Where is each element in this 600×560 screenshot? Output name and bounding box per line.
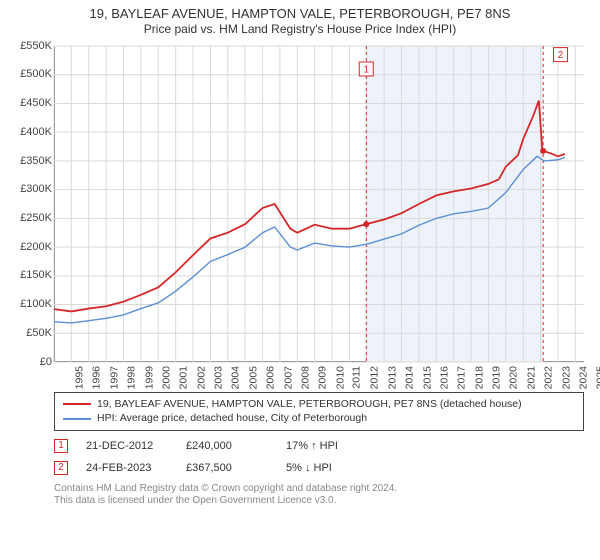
marker-price: £367,500	[186, 462, 286, 474]
y-tick-label: £50K	[26, 327, 52, 339]
x-tick-label: 2019	[490, 366, 502, 389]
y-tick-label: £200K	[20, 241, 52, 253]
marker-price: £240,000	[186, 440, 286, 452]
marker-date: 21-DEC-2012	[86, 440, 186, 452]
y-tick-label: £400K	[20, 126, 52, 138]
x-tick-label: 2003	[212, 366, 224, 389]
marker-table: 1 21-DEC-2012 £240,000 17% ↑ HPI 2 24-FE…	[54, 435, 592, 479]
chart-area: 12 £0£50K£100K£150K£200K£250K£300K£350K£…	[8, 40, 592, 390]
footer-line: This data is licensed under the Open Gov…	[54, 495, 592, 508]
x-tick-label: 1998	[125, 366, 137, 389]
x-tick-label: 2022	[543, 366, 555, 389]
x-tick-label: 2017	[456, 366, 468, 389]
footer-line: Contains HM Land Registry data © Crown c…	[54, 483, 592, 496]
x-tick-label: 2018	[473, 366, 485, 389]
x-tick-label: 2001	[178, 366, 190, 389]
y-tick-label: £0	[40, 356, 52, 368]
marker-row: 1 21-DEC-2012 £240,000 17% ↑ HPI	[54, 435, 592, 457]
marker-date: 24-FEB-2023	[86, 462, 186, 474]
chart-container: 19, BAYLEAF AVENUE, HAMPTON VALE, PETERB…	[0, 0, 600, 560]
x-tick-label: 2020	[508, 366, 520, 389]
legend-item: HPI: Average price, detached house, City…	[63, 411, 575, 426]
x-tick-label: 2006	[265, 366, 277, 389]
y-tick-label: £300K	[20, 183, 52, 195]
x-tick-label: 2005	[247, 366, 259, 389]
y-tick-label: £350K	[20, 155, 52, 167]
legend-label: 19, BAYLEAF AVENUE, HAMPTON VALE, PETERB…	[97, 397, 522, 412]
x-tick-label: 2000	[160, 366, 172, 389]
y-tick-label: £550K	[20, 40, 52, 52]
x-tick-label: 1999	[143, 366, 155, 389]
legend-swatch	[63, 418, 91, 420]
marker-row: 2 24-FEB-2023 £367,500 5% ↓ HPI	[54, 457, 592, 479]
x-tick-label: 2014	[404, 366, 416, 389]
x-tick-label: 2023	[560, 366, 572, 389]
footer: Contains HM Land Registry data © Crown c…	[54, 483, 592, 508]
x-tick-label: 2021	[525, 366, 537, 389]
plot-svg: 12	[54, 46, 584, 362]
legend-label: HPI: Average price, detached house, City…	[97, 411, 367, 426]
x-tick-label: 2012	[369, 366, 381, 389]
y-tick-label: £100K	[20, 298, 52, 310]
x-tick-label: 1997	[108, 366, 120, 389]
legend: 19, BAYLEAF AVENUE, HAMPTON VALE, PETERB…	[54, 392, 584, 431]
x-tick-label: 2004	[230, 366, 242, 389]
x-tick-label: 2015	[421, 366, 433, 389]
marker-badge: 2	[54, 461, 68, 475]
y-tick-label: £150K	[20, 269, 52, 281]
x-tick-label: 2002	[195, 366, 207, 389]
legend-item: 19, BAYLEAF AVENUE, HAMPTON VALE, PETERB…	[63, 397, 575, 412]
chart-subtitle: Price paid vs. HM Land Registry's House …	[8, 22, 592, 36]
marker-delta: 17% ↑ HPI	[286, 440, 386, 452]
y-tick-label: £500K	[20, 68, 52, 80]
x-tick-label: 2008	[299, 366, 311, 389]
x-tick-label: 2010	[334, 366, 346, 389]
x-tick-label: 2011	[351, 366, 363, 389]
svg-text:1: 1	[363, 64, 369, 75]
svg-text:2: 2	[558, 50, 564, 61]
x-tick-label: 2024	[577, 366, 589, 389]
legend-swatch	[63, 403, 91, 405]
x-tick-label: 1995	[73, 366, 85, 389]
y-tick-label: £250K	[20, 212, 52, 224]
marker-delta: 5% ↓ HPI	[286, 462, 386, 474]
chart-title: 19, BAYLEAF AVENUE, HAMPTON VALE, PETERB…	[8, 6, 592, 22]
x-tick-label: 2007	[282, 366, 294, 389]
x-tick-label: 2016	[438, 366, 450, 389]
x-tick-label: 2025	[595, 366, 600, 389]
marker-badge: 1	[54, 439, 68, 453]
x-tick-label: 1996	[91, 366, 103, 389]
x-tick-label: 2013	[386, 366, 398, 389]
plot-region: 12	[54, 46, 584, 362]
x-tick-label: 2009	[317, 366, 329, 389]
y-tick-label: £450K	[20, 97, 52, 109]
